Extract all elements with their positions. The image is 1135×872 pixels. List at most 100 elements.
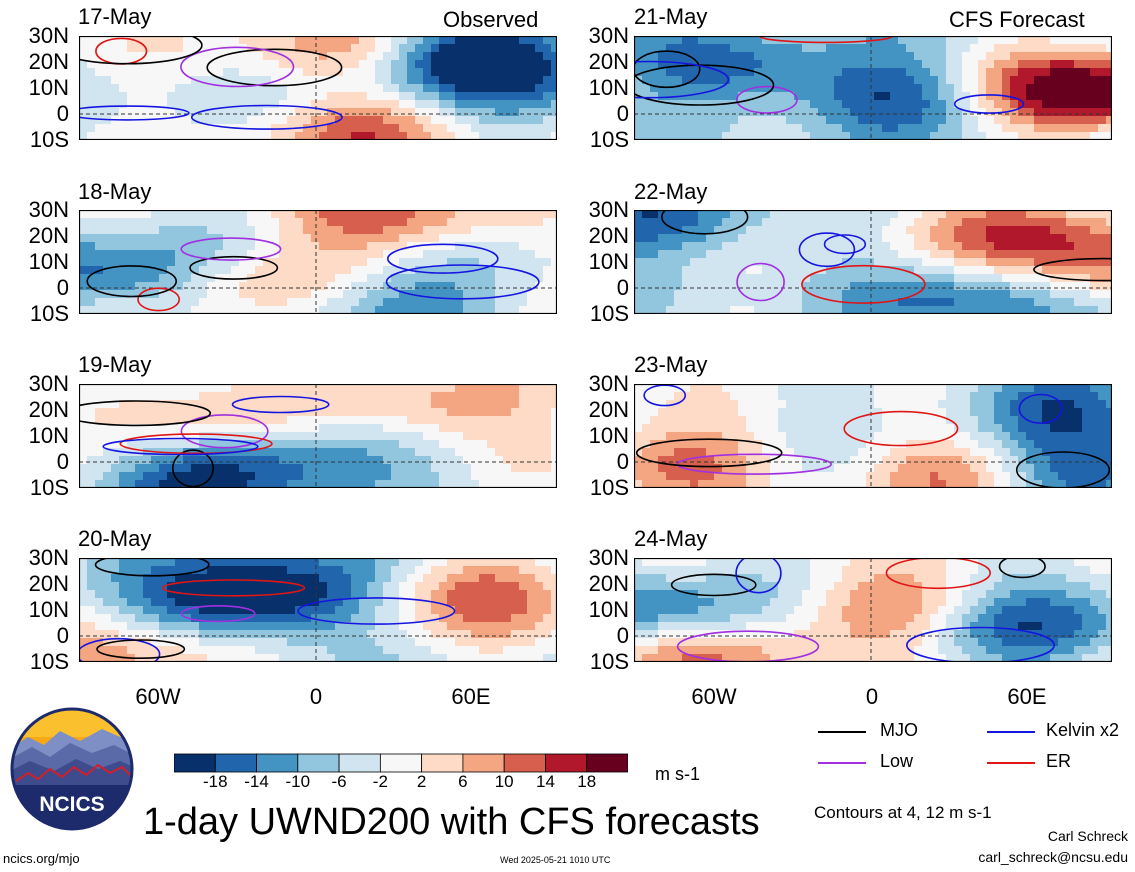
panel-date-label: 24-May — [634, 526, 708, 551]
lat-tick-label: 10S — [29, 127, 69, 152]
contour-line — [79, 36, 203, 65]
contour-line — [189, 255, 279, 280]
contour-line — [385, 264, 540, 300]
colorbar-swatch — [297, 753, 340, 773]
panel-date-label: 22-May — [634, 179, 708, 204]
colorbar-swatch — [379, 753, 423, 773]
units-label: m s-1 — [655, 764, 700, 784]
contour-line — [180, 604, 256, 623]
heatmap-panel-18-may — [79, 210, 557, 314]
contour-line — [801, 264, 926, 304]
contour-line — [735, 85, 798, 114]
contour-line — [102, 437, 259, 456]
lat-tick-label: 30N — [28, 23, 69, 48]
contour-line — [661, 210, 749, 235]
contour-line — [206, 48, 343, 87]
legend-line-er — [987, 762, 1035, 764]
lat-tick-label: 0 — [616, 101, 629, 126]
lat-tick-label: 0 — [616, 449, 629, 474]
colorbar-tick-label: -14 — [244, 772, 269, 791]
heatmap-panel-21-may — [634, 36, 1112, 140]
panel-frame — [79, 36, 557, 140]
forecast-column-title: CFS Forecast — [949, 7, 1085, 32]
contour-note: Contours at 4, 12 m s-1 — [814, 803, 992, 822]
colorbar-swatch — [462, 753, 505, 773]
contour-line — [643, 384, 687, 407]
colorbar-swatch — [173, 753, 216, 773]
lon-tick-label: 60E — [1007, 684, 1047, 709]
panel-date-label: 19-May — [78, 352, 152, 377]
lat-tick-label: 30N — [588, 23, 629, 48]
colorbar-tick-label: 6 — [458, 772, 468, 791]
contour-line — [180, 237, 282, 261]
heatmap-panel-20-may — [79, 558, 557, 662]
lat-tick-label: 10S — [29, 649, 69, 674]
lat-tick-label: 0 — [56, 449, 69, 474]
contour-line — [79, 105, 190, 121]
colorbar-tick-label: 14 — [535, 772, 555, 791]
lat-tick-label: 10S — [29, 301, 69, 326]
lat-tick-label: 20N — [588, 397, 629, 422]
lat-tick-label: 10N — [28, 423, 69, 448]
panel-date-label: 17-May — [78, 4, 152, 29]
logo-text: NCICS — [39, 793, 104, 816]
contour-line — [94, 558, 210, 577]
legend-line-low — [818, 762, 866, 764]
colorbar-swatch — [545, 753, 588, 773]
lat-tick-label: 30N — [28, 371, 69, 396]
lat-tick-label: 20N — [28, 397, 69, 422]
lon-tick-label: 0 — [865, 684, 879, 709]
lat-tick-label: 10S — [589, 301, 629, 326]
lon-tick-label: 0 — [309, 684, 323, 709]
lat-tick-label: 10N — [28, 75, 69, 100]
panel-date-label: 20-May — [78, 526, 152, 551]
colorbar-swatch — [421, 753, 464, 773]
site-url[interactable]: ncics.org/mjo — [3, 851, 80, 866]
contour-line — [906, 626, 1055, 662]
panel-frame — [79, 210, 557, 314]
heatmap-panel-22-may — [634, 210, 1112, 314]
legend-label-er: ER — [1046, 751, 1072, 771]
colorbar-swatch — [214, 753, 257, 773]
panel-frame — [634, 36, 1112, 140]
contour-line — [1033, 257, 1112, 282]
contour-line — [676, 453, 833, 475]
panel-date-label: 21-May — [634, 4, 708, 29]
lat-tick-label: 10N — [28, 249, 69, 274]
contour-line — [386, 243, 499, 274]
lat-tick-label: 0 — [56, 101, 69, 126]
contour-line — [634, 50, 701, 89]
lat-tick-label: 10S — [589, 649, 629, 674]
ncics-logo: NCICS — [10, 707, 134, 836]
legend-line-mjo — [818, 731, 866, 733]
contour-line — [297, 597, 456, 625]
contour-line — [137, 287, 181, 312]
colorbar-swatch — [256, 753, 299, 773]
lat-tick-label: 10N — [28, 597, 69, 622]
contour-line — [190, 104, 343, 130]
colorbar-swatch — [338, 753, 381, 773]
heatmap-panel-17-may — [79, 36, 557, 140]
contour-line — [180, 414, 269, 449]
contour-line — [231, 395, 330, 414]
contour-line — [634, 60, 730, 99]
panel-frame — [634, 384, 1112, 488]
contour-line — [635, 438, 783, 468]
contour-line — [885, 558, 991, 590]
lat-tick-label: 30N — [588, 371, 629, 396]
contour-line — [823, 234, 867, 255]
heatmap-panel-24-may — [634, 558, 1112, 662]
contour-line — [79, 400, 212, 427]
contour-line — [798, 232, 856, 268]
contour-line — [96, 639, 186, 660]
contour-line — [735, 558, 782, 594]
lat-tick-label: 20N — [28, 49, 69, 74]
legend-label-mjo: MJO — [880, 720, 918, 740]
lat-tick-label: 30N — [28, 545, 69, 570]
colorbar-tick-label: 10 — [494, 772, 514, 791]
lat-tick-label: 10N — [588, 423, 629, 448]
credit-email: carl_schreck@ncsu.edu — [978, 849, 1128, 865]
lat-tick-label: 30N — [588, 545, 629, 570]
lat-tick-label: 0 — [56, 275, 69, 300]
lat-tick-label: 10S — [589, 127, 629, 152]
